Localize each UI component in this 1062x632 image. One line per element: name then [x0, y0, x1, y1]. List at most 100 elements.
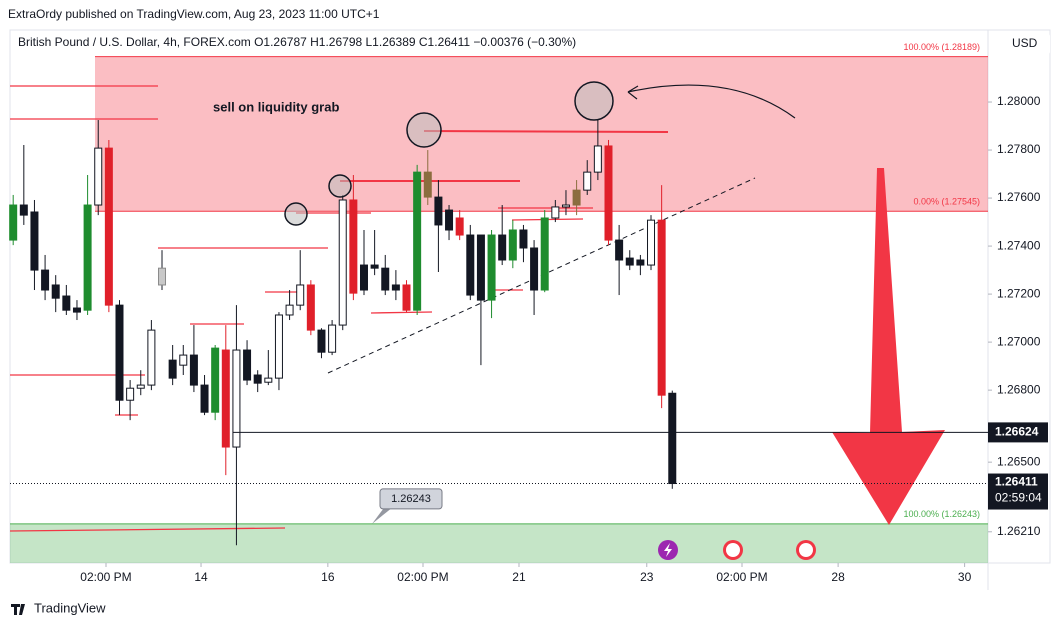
candle-body — [498, 234, 507, 261]
y-tick-label: 1.27000 — [997, 334, 1041, 348]
zone — [10, 523, 988, 563]
y-tick-label: 1.26800 — [997, 382, 1041, 396]
candle-body — [445, 209, 454, 231]
candle-body — [423, 171, 432, 198]
candle-body — [359, 264, 368, 291]
zone-label: 100.00% (1.28189) — [903, 42, 980, 52]
candle-body — [232, 349, 241, 448]
last-price-box — [988, 473, 1048, 510]
candle-body — [487, 234, 496, 301]
currency-box — [998, 33, 1050, 55]
zone — [95, 56, 988, 212]
brand-name: TradingView — [34, 600, 106, 615]
zone-label: 100.00% (1.26243) — [903, 509, 980, 519]
curved-arrow — [627, 84, 796, 119]
candle-body — [104, 147, 113, 306]
candle-body — [296, 284, 305, 306]
y-tick-label: 1.27200 — [997, 286, 1041, 300]
candle-body — [19, 204, 28, 216]
candle-body — [349, 199, 358, 294]
level-line — [370, 311, 433, 314]
candle-body — [647, 219, 656, 266]
x-tick-label: 30 — [958, 570, 972, 584]
candle-body — [200, 384, 209, 413]
brand-logo — [11, 604, 25, 615]
candle-body — [625, 257, 634, 266]
callout-box — [379, 488, 443, 510]
candle-body — [94, 147, 103, 206]
candle-body — [413, 171, 422, 311]
candle-body — [211, 347, 220, 413]
candle-body — [370, 264, 379, 269]
candle-body — [391, 284, 400, 291]
candle-body — [72, 307, 81, 313]
candle-body — [583, 171, 592, 191]
candle-body — [274, 314, 283, 379]
currency: USD — [1012, 36, 1038, 50]
candle-body — [221, 349, 230, 448]
candle-body — [168, 359, 177, 379]
event-icon-glyph — [664, 543, 672, 557]
candle-body — [115, 304, 124, 401]
candle-body — [179, 354, 188, 366]
x-tick-label: 28 — [831, 570, 845, 584]
candles — [9, 120, 677, 546]
candle-body — [83, 204, 92, 311]
x-tick-label: 02:00 PM — [397, 570, 448, 584]
event-icons — [658, 540, 816, 560]
candle-body — [338, 199, 347, 326]
x-tick-label: 02:00 PM — [80, 570, 131, 584]
x-tick-label: 02:00 PM — [716, 570, 767, 584]
candle-body — [540, 217, 549, 291]
y-tick-label: 1.26500 — [997, 454, 1041, 468]
y-tick-label: 1.27800 — [997, 142, 1041, 156]
price-line-label: 1.26624 — [995, 425, 1039, 439]
brand: TradingView — [11, 600, 106, 615]
candle-body — [328, 324, 337, 353]
markers — [284, 81, 614, 226]
y-tick-label: 1.26210 — [997, 524, 1041, 538]
candle-body — [285, 304, 294, 316]
candle-body — [51, 284, 60, 299]
candle-body — [136, 384, 145, 389]
candle-body — [189, 354, 198, 386]
x-tick-label: 23 — [640, 570, 654, 584]
countdown: 02:59:04 — [995, 491, 1042, 505]
candle-body — [561, 204, 570, 208]
y-tick-label: 1.28000 — [997, 94, 1041, 108]
callout-pointer — [372, 507, 392, 524]
candle-body — [604, 145, 613, 241]
candle-body — [381, 267, 390, 291]
event-icon-flag — [726, 543, 740, 557]
candle-body — [657, 219, 666, 396]
annotation: sell on liquidity grab — [213, 99, 339, 114]
candle-body — [434, 196, 443, 226]
last-price-label: 1.26411 — [995, 475, 1038, 489]
candle-body — [572, 189, 581, 206]
highlight-circle — [406, 112, 442, 148]
highlight-circle — [284, 202, 308, 226]
candle-body — [30, 211, 39, 271]
x-tick-label: 14 — [194, 570, 208, 584]
candle-body — [41, 269, 50, 291]
candle-body — [668, 392, 677, 485]
arrow-head — [627, 85, 639, 100]
chart-title: British Pound / U.S. Dollar, 4h, FOREX.c… — [18, 35, 576, 49]
zone-label: 0.00% (1.27545) — [913, 197, 980, 207]
candle-body — [62, 295, 71, 311]
y-tick-label: 1.27400 — [997, 238, 1041, 252]
highlight-circle — [574, 81, 614, 121]
candle-body — [530, 247, 539, 291]
candle-body — [476, 234, 485, 301]
candle-body — [402, 284, 411, 311]
candle-body — [243, 349, 252, 381]
callout-label: 1.26243 — [391, 493, 431, 505]
candle-body — [615, 239, 624, 261]
zones: 100.00% (1.28189) 0.00% (1.27545) 100.00% … — [10, 42, 988, 563]
candle-body — [466, 234, 475, 296]
y-tick-label: 1.27600 — [997, 190, 1041, 204]
big-down-arrow — [832, 168, 945, 525]
candle-body — [158, 267, 167, 286]
candle-body — [455, 217, 464, 236]
